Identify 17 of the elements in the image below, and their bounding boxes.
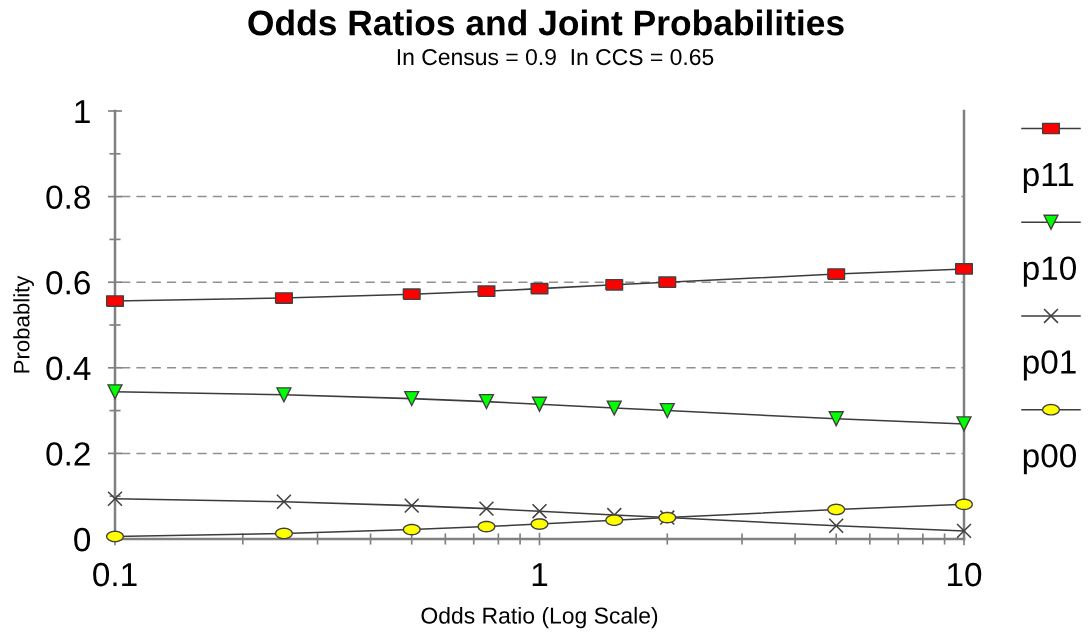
legend-label: p10 bbox=[1023, 256, 1076, 287]
chart-title: Odds Ratios and Joint Probabilities bbox=[248, 9, 844, 36]
x-tick-label: 10 bbox=[948, 562, 982, 587]
y-tick-label: 0 bbox=[74, 527, 91, 552]
y-tick-label: 0.6 bbox=[46, 271, 90, 295]
legend-label: p01 bbox=[1023, 350, 1076, 381]
x-axis-title: Odds Ratio (Log Scale) bbox=[421, 606, 658, 629]
x-tick-label: 1 bbox=[532, 563, 548, 587]
legend-label: p11 bbox=[1023, 163, 1074, 193]
y-tick-label: 0.8 bbox=[46, 185, 90, 210]
legend-label: p00 bbox=[1023, 443, 1076, 475]
x-tick-label: 0.1 bbox=[93, 562, 137, 587]
y-axis-title: Probablity bbox=[13, 275, 34, 373]
y-tick-label: 0.4 bbox=[46, 356, 91, 381]
y-tick-label: 0.2 bbox=[46, 442, 90, 466]
y-tick-label: 1 bbox=[75, 100, 90, 124]
chart-subtitle: In Census = 0.9 In CCS = 0.65 bbox=[397, 48, 714, 66]
